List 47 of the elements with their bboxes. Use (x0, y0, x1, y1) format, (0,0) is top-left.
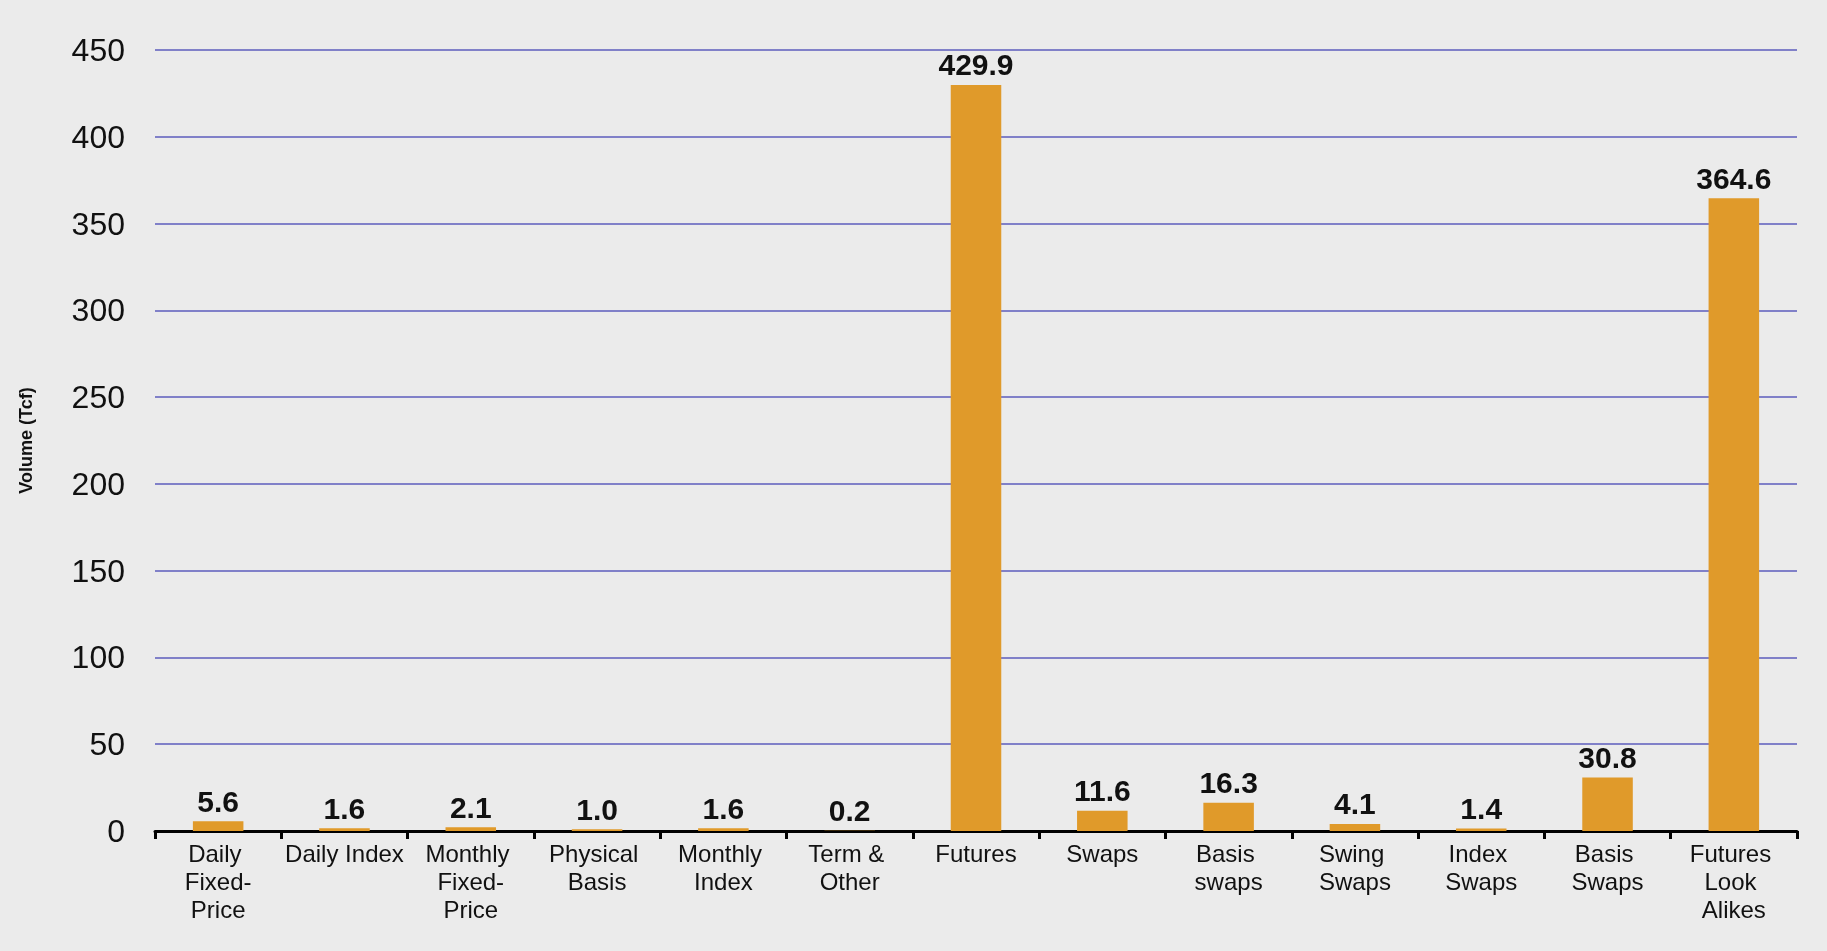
bar (445, 827, 497, 831)
bar (1329, 823, 1381, 831)
bar (1582, 777, 1633, 831)
x-tick-label: Monthly Fixed-Price (425, 839, 517, 923)
y-axis-title: Volume (Tcf) (16, 387, 36, 494)
y-tick-label: 150 (71, 552, 125, 589)
data-label: 30.8 (1578, 741, 1637, 775)
x-tick-label: Daily Index (285, 839, 404, 867)
data-label: 1.4 (1460, 792, 1503, 826)
data-label: 2.1 (449, 790, 492, 824)
bar (319, 828, 370, 831)
data-label: 1.6 (323, 791, 366, 825)
data-label: 0.2 (828, 794, 871, 828)
y-tick-label: 200 (71, 465, 125, 502)
x-tick-label: Swing Swaps (1318, 839, 1391, 895)
y-tick-label: 0 (107, 813, 125, 849)
x-tick-label: Index Swaps (1445, 839, 1518, 895)
x-tick-label: Basis Swaps (1571, 839, 1644, 895)
data-label: 5.6 (197, 784, 240, 818)
y-tick-label: 300 (71, 292, 125, 329)
bar (1077, 810, 1128, 831)
y-tick-label: 50 (89, 726, 125, 763)
data-label: 4.1 (1334, 787, 1376, 821)
x-tick-label: Monthly Index (678, 839, 769, 895)
y-tick-label: 400 (71, 118, 125, 155)
data-label: 1.0 (576, 792, 618, 826)
data-label: 429.9 (938, 48, 1014, 82)
x-tick-label: Physical Basis (549, 839, 646, 895)
bar (698, 828, 749, 831)
x-tick-label: Futures (935, 839, 1017, 867)
y-tick-label: 250 (71, 379, 125, 416)
y-tick-label: 350 (71, 205, 125, 242)
x-tick-label: Term & Other (808, 839, 892, 895)
data-label: 364.6 (1696, 161, 1772, 195)
x-tick-label: Basis swaps (1194, 839, 1263, 895)
data-label: 1.6 (702, 791, 745, 825)
y-tick-label: 450 (71, 32, 125, 68)
data-label: 11.6 (1073, 774, 1131, 808)
bar (1708, 198, 1760, 831)
x-tick-label: Swaps (1066, 839, 1139, 867)
x-tick-label: Futures Look Alikes (1689, 839, 1778, 923)
bar (192, 821, 244, 831)
bar (950, 84, 1002, 831)
bar (1203, 802, 1254, 831)
x-tick-label: Daily Fixed-Price (184, 839, 252, 923)
data-label: 16.3 (1199, 766, 1258, 800)
y-tick-label: 100 (71, 639, 125, 676)
